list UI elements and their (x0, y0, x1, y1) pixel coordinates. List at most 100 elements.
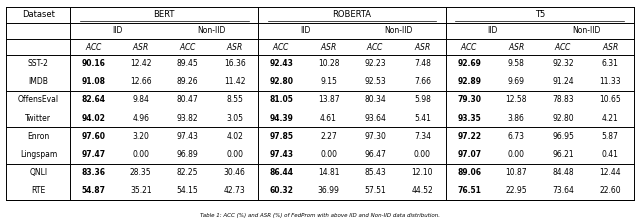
Text: 97.43: 97.43 (269, 150, 294, 159)
Text: 92.80: 92.80 (269, 77, 294, 86)
Text: 89.45: 89.45 (177, 59, 198, 68)
Text: 82.25: 82.25 (177, 168, 198, 177)
Text: 92.23: 92.23 (365, 59, 387, 68)
Text: 92.53: 92.53 (365, 77, 387, 86)
Text: Non-IID: Non-IID (197, 26, 225, 35)
Text: $\mathit{ASR}$: $\mathit{ASR}$ (414, 41, 431, 52)
Text: 6.73: 6.73 (508, 132, 525, 141)
Text: 12.42: 12.42 (130, 59, 152, 68)
Text: 4.61: 4.61 (320, 114, 337, 123)
Text: 3.05: 3.05 (226, 114, 243, 123)
Text: 7.48: 7.48 (414, 59, 431, 68)
Text: 92.89: 92.89 (458, 77, 481, 86)
Text: $\mathit{ACC}$: $\mathit{ACC}$ (84, 41, 103, 52)
Text: 84.48: 84.48 (552, 168, 574, 177)
Text: 11.33: 11.33 (599, 77, 621, 86)
Text: RTE: RTE (31, 186, 45, 195)
Text: 4.02: 4.02 (226, 132, 243, 141)
Text: 83.36: 83.36 (82, 168, 106, 177)
Text: 97.30: 97.30 (365, 132, 387, 141)
Text: 0.00: 0.00 (132, 150, 149, 159)
Text: 85.43: 85.43 (365, 168, 387, 177)
Text: 5.87: 5.87 (602, 132, 619, 141)
Text: $\mathit{ASR}$: $\mathit{ASR}$ (320, 41, 337, 52)
Text: BERT: BERT (154, 10, 175, 19)
Text: 80.34: 80.34 (365, 95, 387, 105)
Text: 97.47: 97.47 (82, 150, 106, 159)
Text: 60.32: 60.32 (269, 186, 294, 195)
Text: 97.85: 97.85 (269, 132, 294, 141)
Text: Lingspam: Lingspam (20, 150, 57, 159)
Text: $\mathit{ACC}$: $\mathit{ACC}$ (179, 41, 197, 52)
Text: 9.84: 9.84 (132, 95, 149, 105)
Text: 3.86: 3.86 (508, 114, 525, 123)
Text: 0.00: 0.00 (414, 150, 431, 159)
Text: 0.00: 0.00 (508, 150, 525, 159)
Text: 14.81: 14.81 (318, 168, 339, 177)
Text: 91.08: 91.08 (82, 77, 106, 86)
Text: 22.95: 22.95 (506, 186, 527, 195)
Text: 93.35: 93.35 (458, 114, 481, 123)
Text: 22.60: 22.60 (599, 186, 621, 195)
Text: 3.20: 3.20 (132, 132, 149, 141)
Text: 82.64: 82.64 (82, 95, 106, 105)
Text: 91.24: 91.24 (552, 77, 574, 86)
Text: 10.87: 10.87 (506, 168, 527, 177)
Text: 16.36: 16.36 (224, 59, 246, 68)
Text: IID: IID (112, 26, 122, 35)
Text: 97.60: 97.60 (82, 132, 106, 141)
Text: 0.41: 0.41 (602, 150, 619, 159)
Text: 2.27: 2.27 (320, 132, 337, 141)
Text: $\mathit{ASR}$: $\mathit{ASR}$ (508, 41, 525, 52)
Text: 96.89: 96.89 (177, 150, 198, 159)
Text: 30.46: 30.46 (224, 168, 246, 177)
Text: IID: IID (488, 26, 498, 35)
Text: 9.15: 9.15 (320, 77, 337, 86)
Text: 94.02: 94.02 (82, 114, 106, 123)
Text: 79.30: 79.30 (458, 95, 481, 105)
Text: 28.35: 28.35 (130, 168, 152, 177)
Text: 4.21: 4.21 (602, 114, 618, 123)
Text: OffensEval: OffensEval (18, 95, 59, 105)
Text: 78.83: 78.83 (552, 95, 574, 105)
Text: 11.42: 11.42 (224, 77, 245, 86)
Text: 89.06: 89.06 (458, 168, 481, 177)
Text: $\mathit{ASR}$: $\mathit{ASR}$ (132, 41, 149, 52)
Text: 76.51: 76.51 (458, 186, 481, 195)
Text: QNLI: QNLI (29, 168, 47, 177)
Text: $\mathit{ACC}$: $\mathit{ACC}$ (366, 41, 385, 52)
Text: 73.64: 73.64 (552, 186, 574, 195)
Text: 10.28: 10.28 (318, 59, 339, 68)
Text: 0.00: 0.00 (226, 150, 243, 159)
Text: 54.87: 54.87 (82, 186, 106, 195)
Text: 35.21: 35.21 (130, 186, 152, 195)
Text: 9.69: 9.69 (508, 77, 525, 86)
Text: 81.05: 81.05 (269, 95, 294, 105)
Text: 4.96: 4.96 (132, 114, 149, 123)
Text: Non-IID: Non-IID (385, 26, 413, 35)
Text: IID: IID (300, 26, 310, 35)
Text: 6.31: 6.31 (602, 59, 619, 68)
Text: $\mathit{ASR}$: $\mathit{ASR}$ (226, 41, 243, 52)
Text: 7.34: 7.34 (414, 132, 431, 141)
Text: 96.47: 96.47 (365, 150, 387, 159)
Text: 12.44: 12.44 (599, 168, 621, 177)
Text: IMDB: IMDB (28, 77, 49, 86)
Text: 97.07: 97.07 (457, 150, 481, 159)
Text: 94.39: 94.39 (269, 114, 294, 123)
Text: 57.51: 57.51 (365, 186, 387, 195)
Text: 96.95: 96.95 (552, 132, 574, 141)
Text: 5.98: 5.98 (414, 95, 431, 105)
Text: $\mathit{ASR}$: $\mathit{ASR}$ (602, 41, 619, 52)
Text: 97.22: 97.22 (458, 132, 481, 141)
Text: $\mathit{ACC}$: $\mathit{ACC}$ (460, 41, 479, 52)
Text: 92.43: 92.43 (269, 59, 294, 68)
Text: 92.80: 92.80 (552, 114, 574, 123)
Text: 92.32: 92.32 (552, 59, 574, 68)
Text: 5.41: 5.41 (414, 114, 431, 123)
Text: 13.87: 13.87 (317, 95, 339, 105)
Text: Enron: Enron (28, 132, 49, 141)
Text: $\mathit{ACC}$: $\mathit{ACC}$ (554, 41, 572, 52)
Text: 10.65: 10.65 (599, 95, 621, 105)
Text: 92.69: 92.69 (458, 59, 481, 68)
